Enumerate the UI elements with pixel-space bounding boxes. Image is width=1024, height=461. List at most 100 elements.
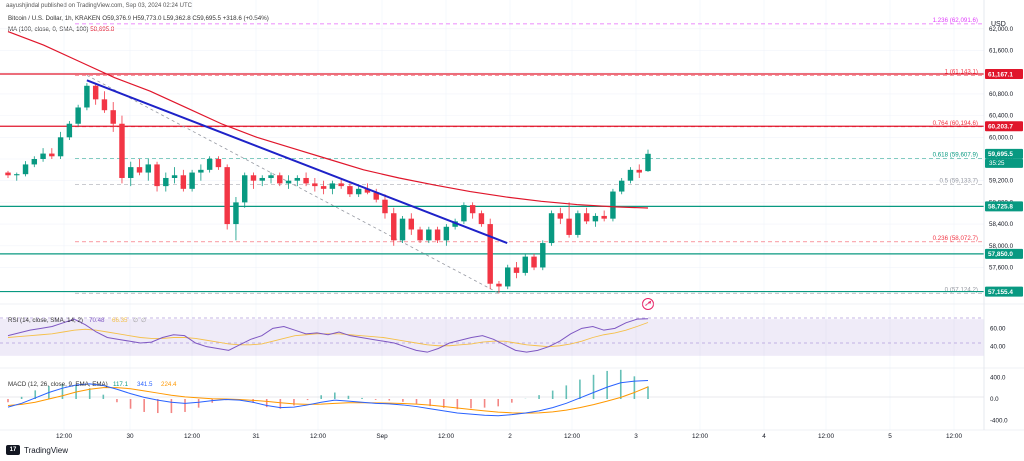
candle-body: [259, 177, 265, 181]
candle: [575, 210, 581, 238]
candle-body: [49, 153, 55, 157]
candle: [505, 264, 511, 290]
currency-label: USD: [991, 21, 1006, 28]
rsi-tick-label: 60.00: [990, 325, 1006, 332]
candle-body: [145, 164, 151, 173]
candle-body: [452, 221, 458, 227]
candle-body: [583, 213, 590, 222]
candle-body: [399, 218, 406, 241]
candle: [14, 172, 20, 181]
candle-body: [57, 137, 64, 157]
price-tick-label: 58,000.0: [989, 243, 1014, 250]
candle: [426, 226, 432, 244]
price-badge-text: 57,850.0: [988, 251, 1013, 258]
candle: [215, 156, 222, 170]
rsi-value-1: 70.48: [89, 317, 105, 324]
candle: [128, 161, 134, 187]
candle-body: [618, 180, 625, 192]
rsi-value-3: ∅: [133, 317, 138, 324]
candle: [180, 169, 187, 192]
candle: [469, 202, 476, 219]
rsi-band-fill: [0, 319, 984, 356]
candle: [277, 172, 283, 187]
candle-body: [66, 123, 73, 138]
candle-body: [136, 167, 143, 173]
fib-level-label: 0 (57,124.2): [945, 286, 978, 293]
candle-body: [224, 167, 230, 225]
candle-body: [417, 229, 423, 241]
macd-value-2: 341.5: [137, 381, 153, 388]
price-tick-label: 57,600.0: [989, 264, 1014, 271]
price-tick-label: 61,600.0: [989, 48, 1014, 55]
candle-body: [285, 180, 292, 184]
time-tick-label: 31: [252, 433, 260, 440]
candle: [636, 164, 642, 178]
candle-body: [128, 167, 134, 178]
candle-body: [601, 215, 607, 219]
time-tick-label: 30: [126, 433, 134, 440]
candle-body: [312, 183, 318, 187]
candle-body: [294, 177, 301, 181]
rsi-line: [7, 318, 649, 353]
fib-level-label: 1.236 (62,091.6): [933, 17, 978, 24]
candle-body: [592, 215, 599, 222]
candle: [513, 262, 520, 279]
candle: [355, 186, 362, 197]
candle: [312, 177, 318, 192]
candle-body: [40, 153, 46, 159]
price-badge-support2: 57,850.0: [985, 248, 1023, 259]
candle-body: [548, 213, 555, 244]
candle-body: [189, 172, 195, 189]
macd-tick-label: 0.0: [990, 396, 999, 403]
fib-level-label: 0.236 (58,072.7): [933, 235, 978, 242]
publisher-byline: aayushjindal published on TradingView.co…: [6, 3, 193, 9]
candle: [154, 161, 160, 192]
time-tick-label: 12:00: [564, 433, 580, 440]
candle: [645, 149, 651, 172]
candle: [75, 104, 81, 127]
candle-body: [434, 229, 441, 241]
fib-level-label: 0.5 (59,133.7): [939, 177, 978, 184]
price-badge-last: 59,695.5: [985, 148, 1023, 159]
price-badge-countdown: 35:25: [985, 158, 1023, 168]
candle: [382, 194, 388, 219]
candle: [101, 91, 108, 113]
candle: [57, 131, 64, 159]
candle: [294, 175, 301, 187]
fib-level-label: 1 (61,143.1): [945, 68, 978, 75]
candle-body: [645, 153, 651, 172]
candle-body: [531, 256, 537, 268]
candle-body: [206, 159, 213, 170]
price-badge-bg: [985, 286, 1023, 297]
candle-body: [610, 191, 616, 219]
time-tick-label: 5: [888, 433, 892, 440]
countdown-text: 35:25: [989, 160, 1005, 167]
price-axis-badges: 61,167.1 60,203.7 59,695.5 58,725.8 57,850.0…: [985, 69, 1023, 297]
symbol-title[interactable]: Bitcoin / U.S. Dollar, 1h, KRAKEN: [8, 15, 101, 22]
footer-brand[interactable]: 17 TradingView: [6, 445, 68, 455]
candle: [303, 172, 309, 187]
candle: [163, 172, 169, 192]
macd-tick-label: -400.0: [990, 418, 1008, 425]
bearish-trendline: [86, 79, 508, 244]
price-badge-text: 57,155.4: [988, 289, 1013, 296]
candle: [496, 281, 502, 294]
candle: [329, 180, 336, 195]
time-tick-label: 12:00: [692, 433, 708, 440]
candle: [198, 164, 204, 181]
candle-body: [408, 218, 415, 230]
candle: [618, 177, 625, 195]
price-badge-bg: [985, 121, 1023, 132]
candle: [145, 159, 151, 181]
candle: [592, 213, 599, 227]
countdown-bg: [985, 158, 1023, 168]
price-tick-label: 60,400.0: [989, 113, 1014, 120]
candle-body: [575, 213, 581, 235]
candle-body: [496, 283, 502, 287]
candle-body: [268, 175, 274, 178]
price-badge-bg: [985, 69, 1023, 80]
candle-body: [5, 172, 11, 176]
ma-legend[interactable]: MA (100, close, 0, SMA, 100) 58,695.8: [8, 26, 114, 33]
macd-line: [7, 380, 649, 417]
